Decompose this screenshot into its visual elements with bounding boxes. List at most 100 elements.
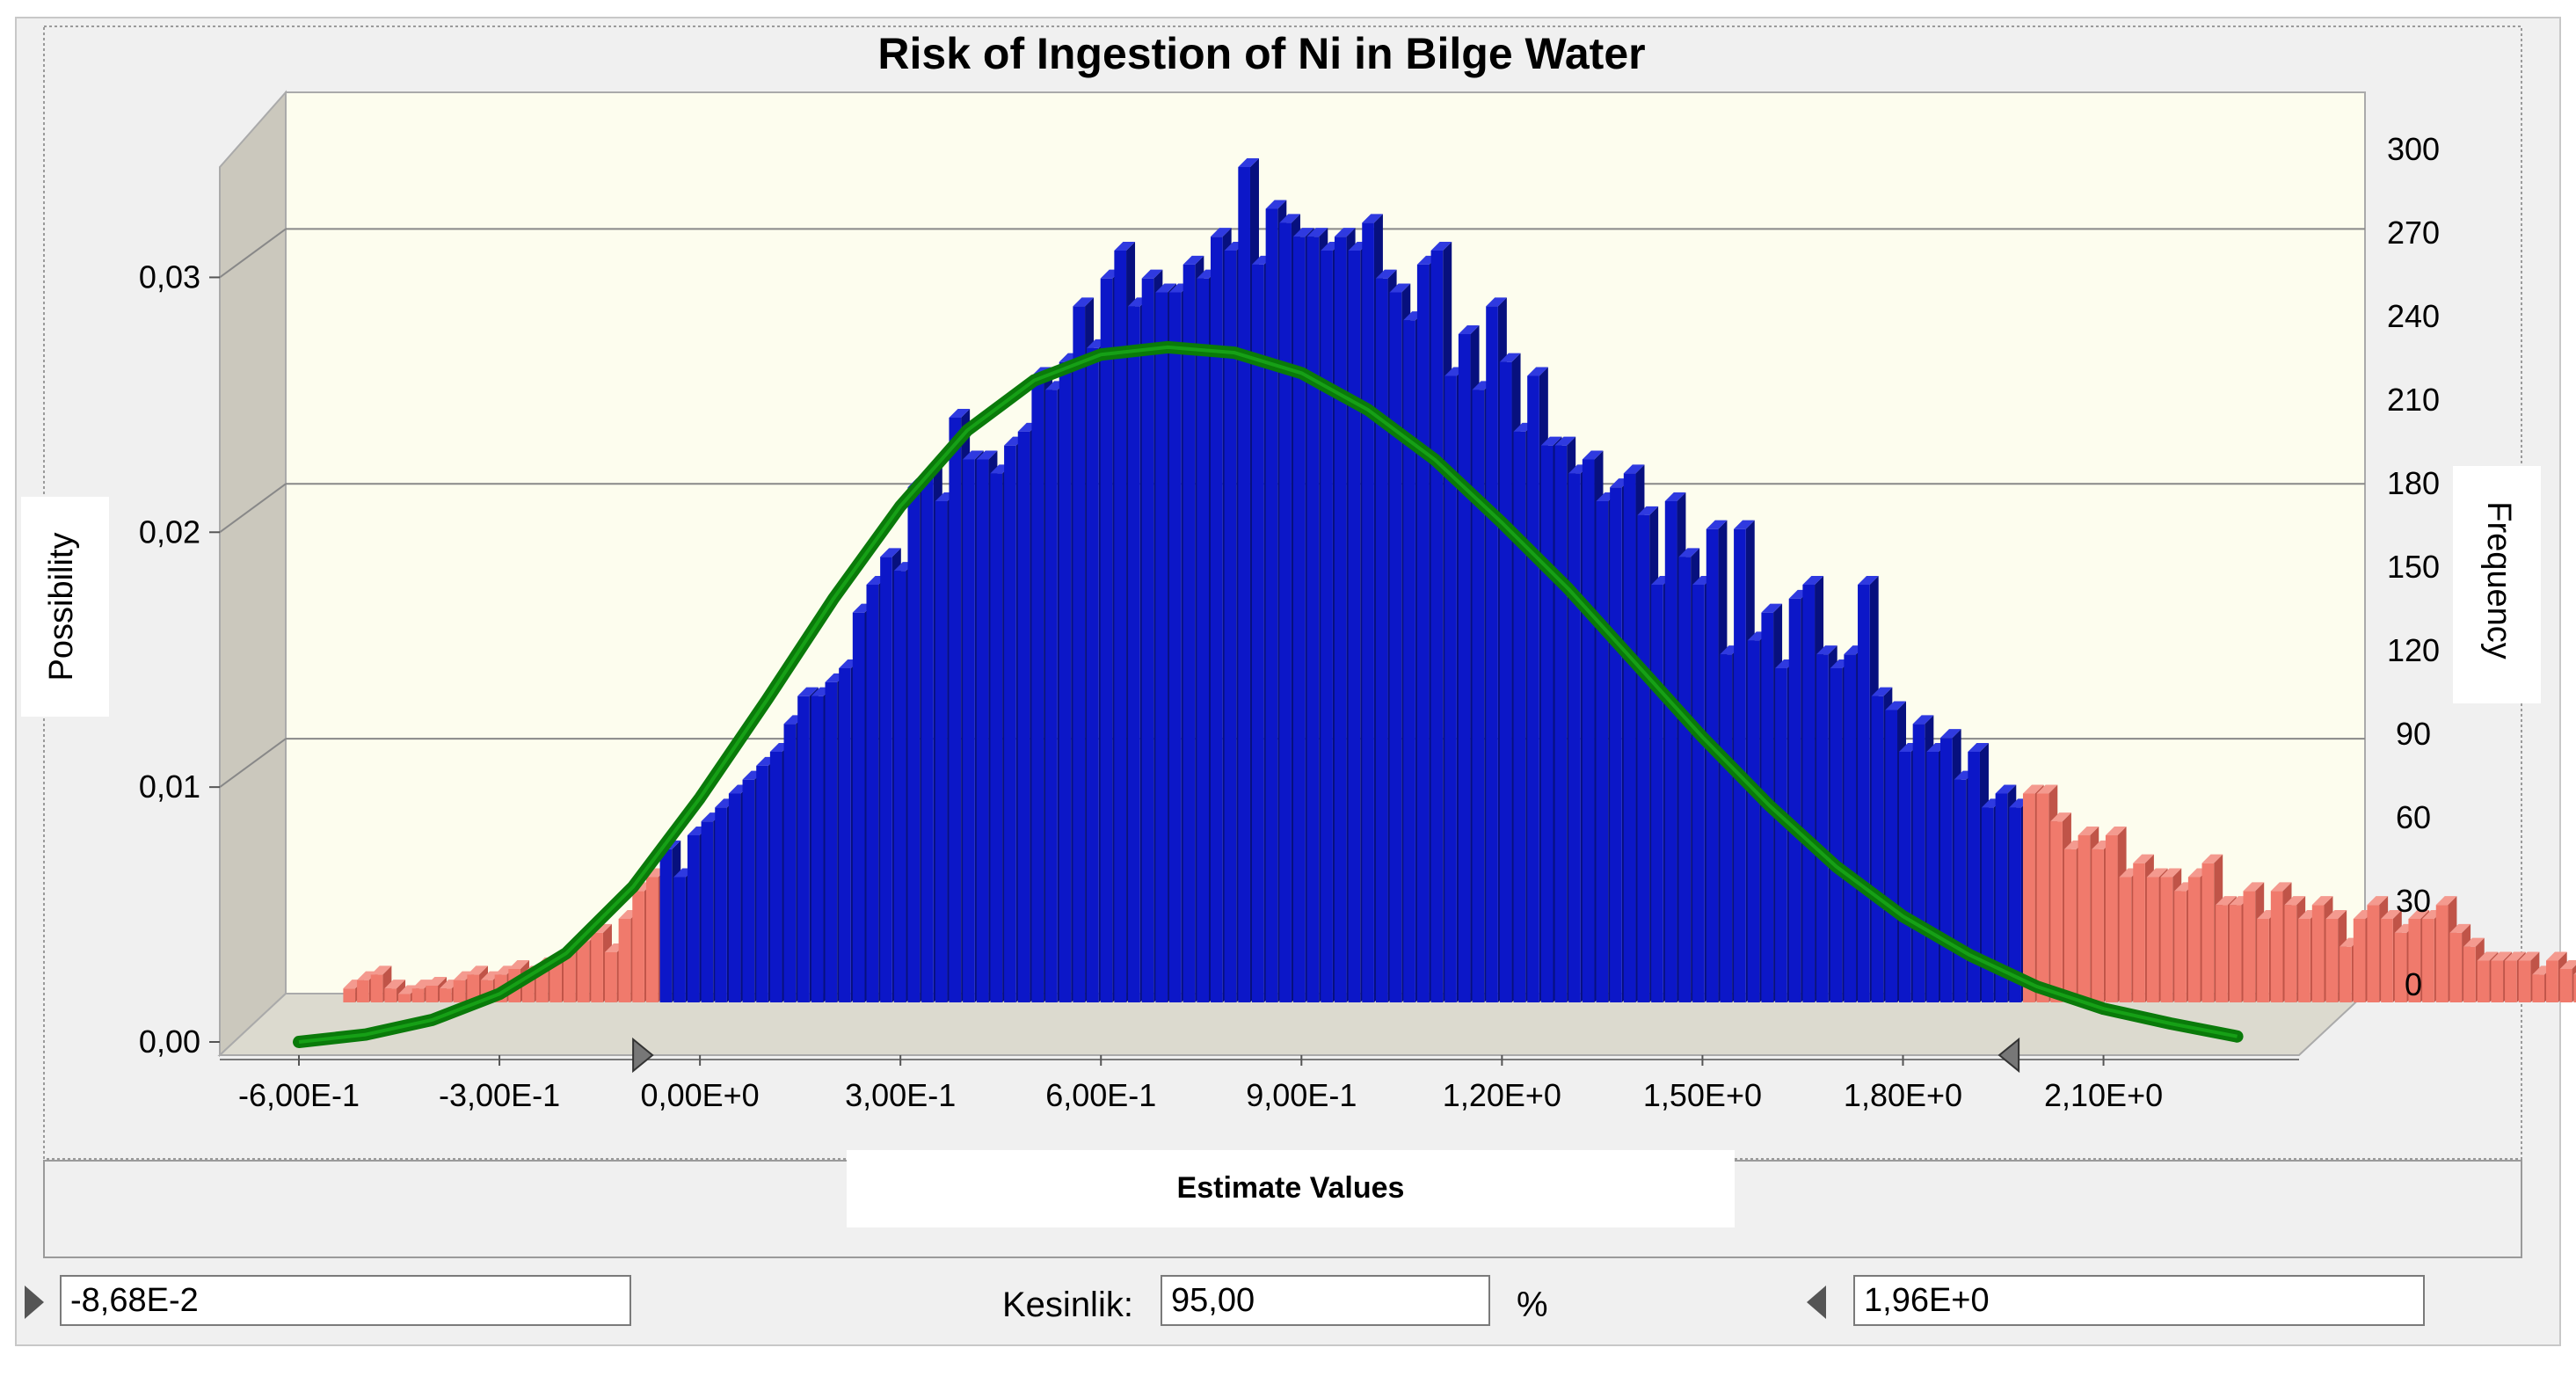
bar-top: [880, 548, 901, 557]
bar: [2009, 807, 2021, 1002]
bar: [357, 980, 369, 1002]
bar-top: [2284, 896, 2306, 906]
bar-top: [1540, 436, 1562, 446]
bar: [2546, 960, 2558, 1002]
bar: [2201, 863, 2215, 1002]
bar: [2270, 891, 2283, 1002]
curve-highlight: [298, 345, 2238, 1044]
bar: [467, 974, 480, 1002]
bar: [866, 585, 879, 1002]
x-tick-label: 0,00E+0: [641, 1077, 760, 1113]
x-axis-ticks: -6,00E-1 -3,00E-1 0,00E+0 3,00E-1 6,00E-1 9,0…: [220, 1055, 2299, 1113]
bar: [2187, 877, 2201, 1002]
bar: [398, 994, 411, 1002]
bar-top: [1486, 297, 1507, 307]
bar-top: [2381, 910, 2402, 919]
x-tick-label: -6,00E-1: [238, 1077, 360, 1113]
bar: [1678, 557, 1692, 1002]
x-tick-label: 1,50E+0: [1643, 1077, 1762, 1113]
bar-top: [2463, 937, 2485, 947]
bar: [1486, 306, 1498, 1002]
bar: [2325, 919, 2339, 1002]
bar-top: [797, 687, 819, 696]
bar: [1251, 264, 1264, 1002]
bar: [1458, 334, 1471, 1002]
bar: [1279, 222, 1292, 1003]
bar: [1995, 793, 2008, 1002]
upper-value-field[interactable]: 1,96E+0: [1853, 1275, 2425, 1326]
lower-cut-marker[interactable]: [632, 1037, 654, 1074]
bar-top: [1182, 255, 1204, 265]
upper-cut-icon: [1807, 1286, 1826, 1319]
bar: [728, 793, 741, 1002]
bar-top: [2105, 827, 2127, 835]
bar: [1899, 752, 1911, 1002]
certainty-field[interactable]: 95,00: [1161, 1275, 1490, 1326]
y-right-tick-label: 240: [2387, 298, 2440, 334]
bar: [1596, 501, 1609, 1002]
bar: [384, 988, 397, 1002]
chart-title: Risk of Ingestion of Ni in Bilge Water: [877, 29, 1645, 78]
bar: [1554, 445, 1568, 1003]
bar: [852, 612, 865, 1002]
bar: [591, 932, 603, 1002]
bar-top: [1968, 743, 1989, 752]
bar-top: [1265, 200, 1287, 209]
bar: [949, 418, 962, 1002]
bar: [2022, 793, 2035, 1002]
bar: [1926, 752, 1939, 1002]
bar: [2449, 932, 2463, 1002]
bar: [2146, 877, 2159, 1002]
bar-top: [467, 965, 489, 975]
bar: [1182, 264, 1196, 1002]
bar: [1087, 347, 1099, 1002]
bar: [935, 501, 948, 1002]
x-tick-label: 9,00E-1: [1246, 1077, 1357, 1113]
bar: [577, 941, 590, 1002]
certainty-label: Kesinlik:: [1002, 1286, 1133, 1324]
bar: [715, 807, 727, 1002]
bar-top: [2036, 784, 2058, 794]
y-left-tick-label: 0,00: [139, 1023, 200, 1060]
bar: [2559, 969, 2572, 1002]
bar-top: [1912, 715, 1934, 725]
bar-top: [2408, 910, 2430, 919]
bar: [1816, 654, 1829, 1002]
y-right-tick-label: 120: [2387, 632, 2440, 668]
bar-top: [1430, 242, 1452, 251]
x-tick-label: 1,20E+0: [1443, 1077, 1561, 1113]
bar-top: [1292, 228, 1314, 237]
bar: [1527, 375, 1539, 1002]
bar: [343, 988, 356, 1002]
lower-value-field[interactable]: -8,68E-2: [60, 1275, 631, 1326]
bar: [1348, 251, 1361, 1002]
bar-top: [1664, 492, 1686, 501]
bar-top: [1458, 325, 1480, 334]
bar: [811, 696, 824, 1002]
bar: [1100, 278, 1113, 1003]
bar-top: [2367, 896, 2389, 906]
gridline-side: [219, 483, 287, 534]
bar-top: [2311, 896, 2333, 906]
bar: [1692, 585, 1705, 1002]
bar-top: [411, 980, 433, 989]
y-right-tick-label: 210: [2387, 382, 2440, 418]
y-right-tick-label: 60: [2396, 799, 2431, 835]
gridline-side: [219, 228, 287, 279]
bar: [1747, 640, 1760, 1002]
bar: [1610, 487, 1622, 1002]
y-right-tick-label: 270: [2387, 215, 2440, 251]
cut-markers[interactable]: [632, 1037, 2020, 1074]
bar: [411, 988, 425, 1002]
bar-top: [2325, 910, 2347, 919]
y-left-tick-label: 0,02: [139, 514, 200, 550]
bar-top: [1637, 506, 1659, 515]
bar-top: [1362, 214, 1383, 223]
upper-cut-marker[interactable]: [1997, 1037, 2020, 1074]
bar: [907, 487, 921, 1002]
bar-top: [1706, 520, 1728, 529]
bar-top: [2216, 896, 2237, 906]
bar: [1211, 237, 1223, 1003]
bar-top: [2449, 923, 2471, 933]
bar-top: [2435, 896, 2457, 906]
